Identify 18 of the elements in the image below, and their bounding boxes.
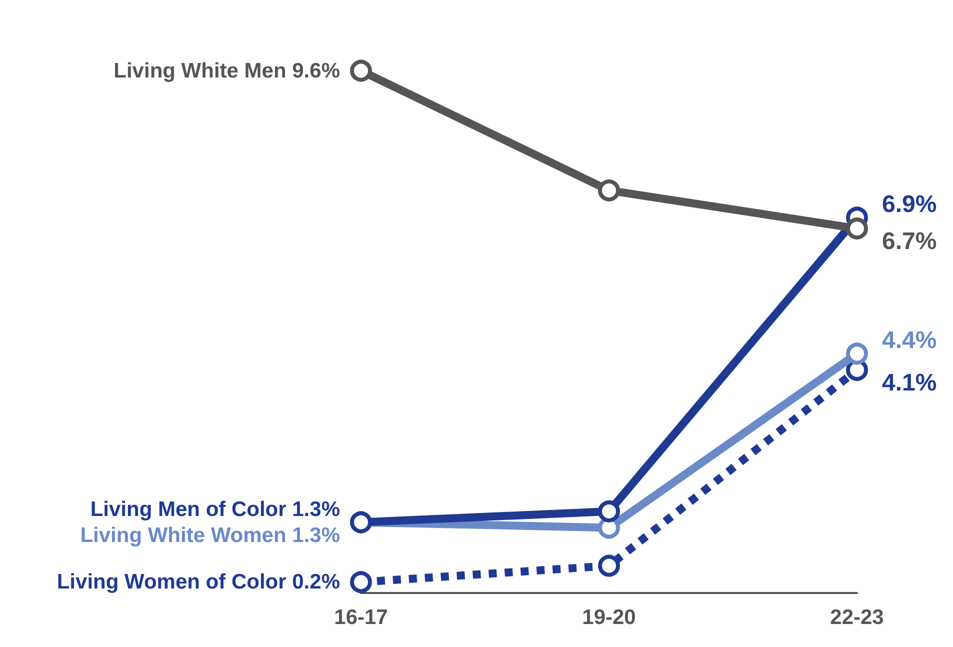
text: Living Men of Color 1.3% <box>90 498 340 521</box>
point <box>350 571 372 594</box>
data-label: 4.1% <box>882 369 937 396</box>
point <box>598 554 620 577</box>
point <box>846 342 868 365</box>
point <box>598 500 620 522</box>
data-label: 4.4% <box>882 327 937 354</box>
data-label: 6.9% <box>882 191 937 218</box>
x-tick-label: 19-20 <box>582 606 636 629</box>
x-tick-label: 22-23 <box>830 606 884 629</box>
text: Living White Men 9.6% <box>114 59 340 82</box>
text: Living Women of Color 0.2% <box>56 570 340 594</box>
point <box>598 179 620 202</box>
point <box>350 60 372 82</box>
data-label: 6.7% <box>882 228 937 256</box>
point <box>846 218 868 240</box>
text: Living White Women 1.3% <box>80 524 340 547</box>
x-tick-label: 16-17 <box>334 606 388 629</box>
